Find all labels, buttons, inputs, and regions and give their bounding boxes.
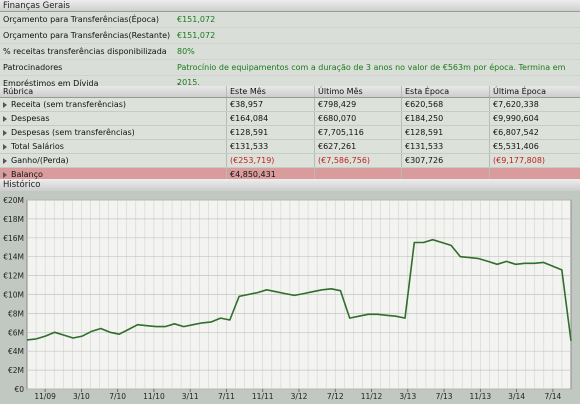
- table-cell: €5,531,406: [493, 142, 539, 151]
- x-tick-label: 7/14: [544, 392, 561, 401]
- x-tick-label: 11/11: [252, 392, 274, 401]
- table-cell: €9,990,604: [493, 114, 539, 123]
- table-cell: (€253,719): [230, 156, 275, 165]
- finance-breakdown-table: Rúbrica Este Mês Último Mês Esta Época Ú…: [0, 86, 580, 182]
- info-value: 80%: [177, 47, 195, 56]
- table-cell: (€7,586,756): [318, 156, 371, 165]
- column-header-last-month[interactable]: Último Mês: [318, 87, 363, 96]
- row-label: Balanço: [11, 170, 43, 179]
- table-row-revenue[interactable]: Receita (sem transferências) €38,957 €79…: [0, 98, 580, 112]
- x-tick-label: 7/12: [327, 392, 344, 401]
- x-tick-label: 7/10: [109, 392, 126, 401]
- table-cell: €307,726: [405, 156, 444, 165]
- info-value: €151,072: [177, 15, 216, 24]
- table-cell: €184,250: [405, 114, 444, 123]
- y-tick-label: €16M: [3, 234, 24, 243]
- table-cell: €131,533: [230, 142, 269, 151]
- expand-arrow-icon[interactable]: [3, 115, 7, 122]
- row-label: Despesas (sem transferências): [11, 128, 135, 137]
- expand-arrow-icon[interactable]: [3, 101, 7, 108]
- y-tick-label: €6M: [8, 328, 24, 337]
- table-cell: €680,070: [318, 114, 357, 123]
- table-row-expenses-no-transfers[interactable]: Despesas (sem transferências) €128,591 €…: [0, 126, 580, 140]
- table-cell: €798,429: [318, 100, 357, 109]
- y-tick-label: €10M: [3, 291, 24, 300]
- y-tick-label: €8M: [8, 309, 24, 318]
- x-tick-label: 11/10: [143, 392, 165, 401]
- table-cell: €38,957: [230, 100, 264, 109]
- column-header-last-season[interactable]: Última Época: [493, 87, 547, 96]
- x-tick-label: 3/11: [182, 392, 199, 401]
- table-cell: €164,084: [230, 114, 269, 123]
- x-tick-label: 7/13: [436, 392, 453, 401]
- balance-history-chart: €0 €2M €4M €6M €8M €10M €12M €14M €16M €18M €20M 11…: [0, 190, 580, 404]
- expand-arrow-icon[interactable]: [3, 171, 7, 178]
- table-cell: €128,591: [230, 128, 269, 137]
- y-tick-label: €12M: [3, 272, 24, 281]
- expand-arrow-icon[interactable]: [3, 157, 7, 164]
- general-finances-table: Orçamento para Transferências(Época) €15…: [0, 12, 580, 92]
- y-tick-label: €4M: [8, 347, 24, 356]
- row-label: Receita (sem transferências): [11, 100, 127, 109]
- table-cell: €627,261: [318, 142, 357, 151]
- x-tick-label: 3/10: [73, 392, 90, 401]
- table-row-total-wages[interactable]: Total Salários €131,533 €627,261 €131,53…: [0, 140, 580, 154]
- table-row-profit-loss[interactable]: Ganho/(Perda) (€253,719) (€7,586,756) €3…: [0, 154, 580, 168]
- table-row-expenses[interactable]: Despesas €164,084 €680,070 €184,250 €9,9…: [0, 112, 580, 126]
- x-tick-label: 3/13: [399, 392, 416, 401]
- row-label: Despesas: [11, 114, 50, 123]
- table-cell: €128,591: [405, 128, 444, 137]
- info-row-transfer-budget-remaining: Orçamento para Transferências(Restante) …: [0, 28, 580, 44]
- column-header-this-month[interactable]: Este Mês: [230, 87, 266, 96]
- x-tick-label: 3/12: [291, 392, 308, 401]
- info-value: -: [177, 79, 180, 88]
- expand-arrow-icon[interactable]: [3, 129, 7, 136]
- y-tick-label: €2M: [8, 366, 24, 375]
- history-chart-svg: €0 €2M €4M €6M €8M €10M €12M €14M €16M €18M €20M 11…: [3, 196, 572, 401]
- table-cell: €7,705,116: [318, 128, 364, 137]
- info-row-sponsors: Patrocinadores Patrocínio de equipamento…: [0, 60, 580, 87]
- x-tick-label: 11/09: [34, 392, 56, 401]
- info-value: Patrocínio de equipamentos com a duração…: [177, 63, 566, 87]
- table-cell: (€9,177,808): [493, 156, 546, 165]
- table-cell: €4,850,431: [230, 170, 276, 179]
- table-cell: €131,533: [405, 142, 444, 151]
- x-tick-label: 11/12: [361, 392, 383, 401]
- x-tick-label: 3/14: [508, 392, 525, 401]
- table-cell: €7,620,338: [493, 100, 539, 109]
- column-header-this-season[interactable]: Esta Época: [405, 87, 450, 96]
- x-tick-label: 7/11: [218, 392, 235, 401]
- balance-series-line: [26, 238, 572, 341]
- table-header-row: Rúbrica Este Mês Último Mês Esta Época Ú…: [0, 86, 580, 98]
- table-cell: €6,807,542: [493, 128, 539, 137]
- info-label: Empréstimos em Dívida: [3, 79, 99, 88]
- y-tick-label: €18M: [3, 215, 24, 224]
- general-finances-header: Finanças Gerais: [0, 0, 580, 12]
- info-value: €151,072: [177, 31, 216, 40]
- info-row-transfer-budget-season: Orçamento para Transferências(Época) €15…: [0, 12, 580, 28]
- info-label: Orçamento para Transferências(Época): [3, 15, 160, 24]
- info-row-transfer-revenue-percent: % receitas transferências disponibilizad…: [0, 44, 580, 60]
- info-label: Patrocinadores: [3, 63, 63, 72]
- row-label: Total Salários: [11, 142, 64, 151]
- column-header-item[interactable]: Rúbrica: [3, 87, 34, 96]
- x-tick-label: 11/13: [470, 392, 492, 401]
- y-tick-label: €14M: [3, 253, 24, 262]
- info-label: Orçamento para Transferências(Restante): [3, 31, 171, 40]
- y-tick-label: €20M: [3, 196, 24, 205]
- table-cell: €620,568: [405, 100, 444, 109]
- info-label: % receitas transferências disponibilizad…: [3, 47, 167, 56]
- y-tick-label: €0: [14, 385, 24, 394]
- row-label: Ganho/(Perda): [11, 156, 69, 165]
- expand-arrow-icon[interactable]: [3, 143, 7, 150]
